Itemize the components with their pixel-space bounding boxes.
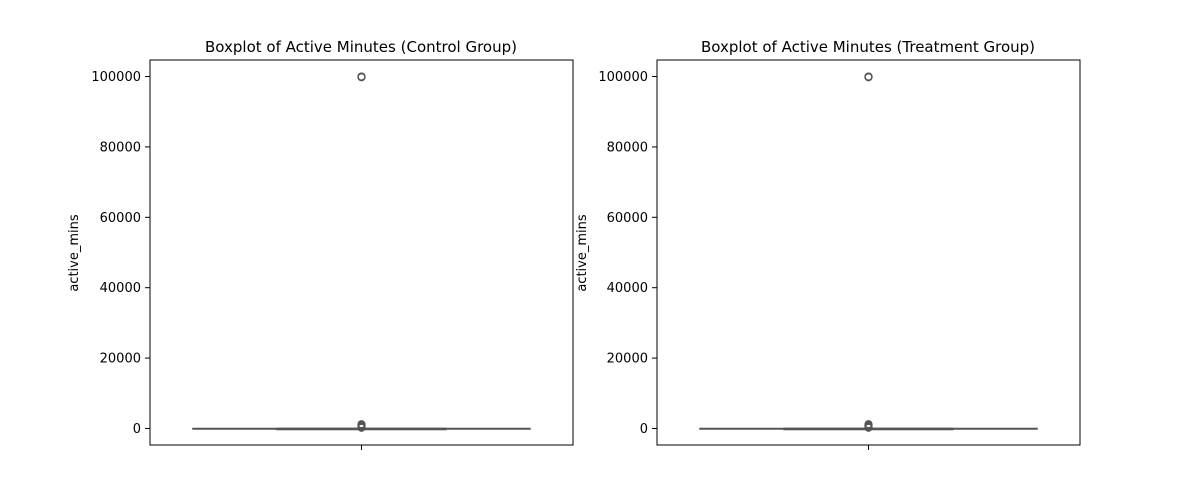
y-tick-label: 20000 (607, 352, 648, 367)
y-tick-label: 60000 (100, 211, 141, 226)
outlier-point (357, 73, 366, 82)
y-tick-label: 100000 (91, 70, 141, 85)
outlier-points (357, 72, 366, 432)
plot-frame (656, 59, 1081, 446)
y-tick-label: 0 (640, 422, 648, 437)
y-tick-label: 40000 (100, 281, 141, 296)
y-tick-label: 80000 (100, 140, 141, 155)
outlier-point (864, 423, 873, 432)
y-tick-label: 20000 (100, 352, 141, 367)
outlier-point (864, 73, 873, 82)
outlier-points (864, 72, 873, 432)
y-tick-label: 40000 (607, 281, 648, 296)
outlier-point (357, 423, 366, 432)
plot-frame (149, 59, 574, 446)
y-tick-label: 60000 (607, 211, 648, 226)
y-axis-label: active_mins (67, 214, 82, 292)
y-ticks: 0 20000 40000 60000 80000 100000 (598, 70, 657, 437)
y-tick-label: 80000 (607, 140, 648, 155)
y-tick-label: 100000 (598, 70, 648, 85)
chart-title: Boxplot of Active Minutes (Treatment Gro… (701, 38, 1035, 56)
chart-control: Boxplot of Active Minutes (Control Group… (67, 38, 574, 450)
chart-title: Boxplot of Active Minutes (Control Group… (205, 38, 517, 56)
y-axis-label: active_mins (575, 214, 590, 292)
y-tick-label: 0 (133, 422, 141, 437)
chart-treatment: Boxplot of Active Minutes (Treatment Gro… (575, 38, 1081, 450)
y-ticks: 0 20000 40000 60000 80000 100000 (91, 70, 150, 437)
